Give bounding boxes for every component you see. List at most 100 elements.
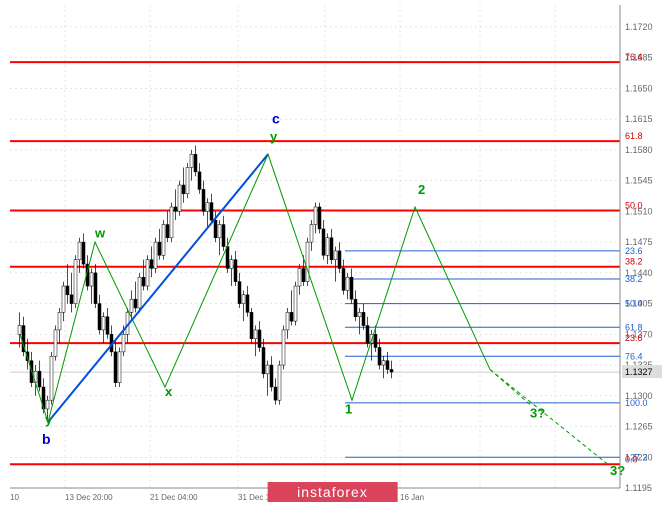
candle-body bbox=[190, 154, 193, 167]
watermark: instaforex bbox=[267, 482, 398, 502]
wave-label-green: 3? bbox=[530, 406, 545, 421]
wave-label-green: x bbox=[165, 384, 173, 399]
candle-body bbox=[242, 295, 245, 304]
candle-body bbox=[378, 347, 381, 365]
candle-body bbox=[234, 260, 237, 282]
chart-svg: 1.11951.12301.12651.13001.13351.13701.14… bbox=[0, 0, 665, 504]
wave-label-green: 3? bbox=[610, 463, 625, 478]
candle-body bbox=[294, 286, 297, 321]
candle-body bbox=[230, 260, 233, 269]
candle-body bbox=[198, 172, 201, 190]
candle-body bbox=[326, 238, 329, 256]
red-fib-label: 76.4 bbox=[625, 52, 643, 62]
candle-body bbox=[158, 242, 161, 255]
candle-body bbox=[78, 242, 81, 260]
candle-body bbox=[178, 185, 181, 211]
candle-body bbox=[122, 334, 125, 352]
candle-body bbox=[94, 273, 97, 304]
candle-body bbox=[54, 330, 57, 356]
candle-body bbox=[134, 299, 137, 308]
candle-body bbox=[82, 242, 85, 264]
yaxis-label: 1.1720 bbox=[625, 22, 653, 32]
candle-body bbox=[246, 295, 249, 313]
candle-body bbox=[390, 369, 393, 372]
candle-body bbox=[278, 365, 281, 400]
candle-body bbox=[366, 326, 369, 344]
blue-fib-label: 23.6 bbox=[625, 246, 643, 256]
candle-body bbox=[218, 225, 221, 238]
candle-body bbox=[102, 317, 105, 330]
blue-fib-label: 61.8 bbox=[625, 322, 643, 332]
candle-body bbox=[342, 268, 345, 290]
candle-body bbox=[226, 247, 229, 269]
wave-label-green: y bbox=[270, 129, 278, 144]
candle-body bbox=[302, 268, 305, 281]
candle-body bbox=[282, 330, 285, 365]
candle-body bbox=[298, 268, 301, 286]
candle-body bbox=[238, 282, 241, 304]
candle-body bbox=[162, 225, 165, 256]
candle-body bbox=[290, 312, 293, 321]
candle-body bbox=[194, 154, 197, 172]
candle-body bbox=[382, 361, 385, 365]
blue-fib-label: 38.2 bbox=[625, 274, 643, 284]
candle-body bbox=[322, 229, 325, 255]
candle-body bbox=[258, 330, 261, 348]
candle-body bbox=[354, 299, 357, 317]
blue-fib-label: 100.0 bbox=[625, 398, 648, 408]
blue-fib-label: 127.2 bbox=[625, 452, 648, 462]
candle-body bbox=[306, 242, 309, 282]
wave-label-blue: c bbox=[272, 111, 280, 127]
yaxis-label: 1.1265 bbox=[625, 422, 653, 432]
candle-body bbox=[66, 286, 69, 295]
candle-body bbox=[18, 326, 21, 335]
candle-body bbox=[150, 260, 153, 269]
candle-body bbox=[206, 203, 209, 212]
xaxis-label: 16 Jan bbox=[400, 493, 424, 502]
yaxis-label: 1.1650 bbox=[625, 83, 653, 93]
yaxis-label: 1.1545 bbox=[625, 176, 653, 186]
candle-body bbox=[318, 207, 321, 229]
candle-body bbox=[74, 260, 77, 304]
candle-body bbox=[50, 356, 53, 400]
candle-body bbox=[166, 225, 169, 238]
candle-body bbox=[350, 277, 353, 299]
candle-body bbox=[286, 312, 289, 330]
candle-body bbox=[222, 225, 225, 247]
blue-fib-label: 76.4 bbox=[625, 351, 643, 361]
xaxis-label: 13 Dec 20:00 bbox=[65, 493, 113, 502]
candle-body bbox=[270, 365, 273, 387]
xaxis-label: 21 Dec 04:00 bbox=[150, 493, 198, 502]
candle-body bbox=[202, 189, 205, 211]
xaxis-label: 10 bbox=[10, 493, 19, 502]
candle-body bbox=[70, 295, 73, 304]
candle-body bbox=[118, 352, 121, 383]
candle-body bbox=[214, 220, 217, 238]
candle-body bbox=[386, 361, 389, 370]
candle-body bbox=[154, 242, 157, 268]
candle-body bbox=[114, 352, 117, 383]
candle-body bbox=[38, 371, 41, 387]
candle-body bbox=[254, 330, 257, 339]
candle-body bbox=[98, 304, 101, 330]
wave-label-green: 2 bbox=[418, 182, 425, 197]
candle-body bbox=[138, 277, 141, 308]
red-fib-label: 50.0 bbox=[625, 200, 643, 210]
candle-body bbox=[262, 347, 265, 373]
yaxis-label: 1.1615 bbox=[625, 114, 653, 124]
candle-body bbox=[186, 167, 189, 193]
candle-body bbox=[58, 312, 61, 330]
candle-body bbox=[310, 225, 313, 243]
chart-container: 1.11951.12301.12651.13001.13351.13701.14… bbox=[0, 0, 665, 504]
candle-body bbox=[90, 273, 93, 286]
candle-body bbox=[210, 203, 213, 221]
yaxis-label: 1.1580 bbox=[625, 145, 653, 155]
yaxis-label: 1.1195 bbox=[625, 483, 652, 493]
red-fib-label: 38.2 bbox=[625, 257, 643, 267]
candle-body bbox=[358, 312, 361, 316]
candle-body bbox=[346, 277, 349, 290]
candle-body bbox=[170, 207, 173, 238]
candle-body bbox=[334, 251, 337, 260]
candle-body bbox=[182, 185, 185, 194]
wave-label-blue: b bbox=[42, 431, 51, 447]
